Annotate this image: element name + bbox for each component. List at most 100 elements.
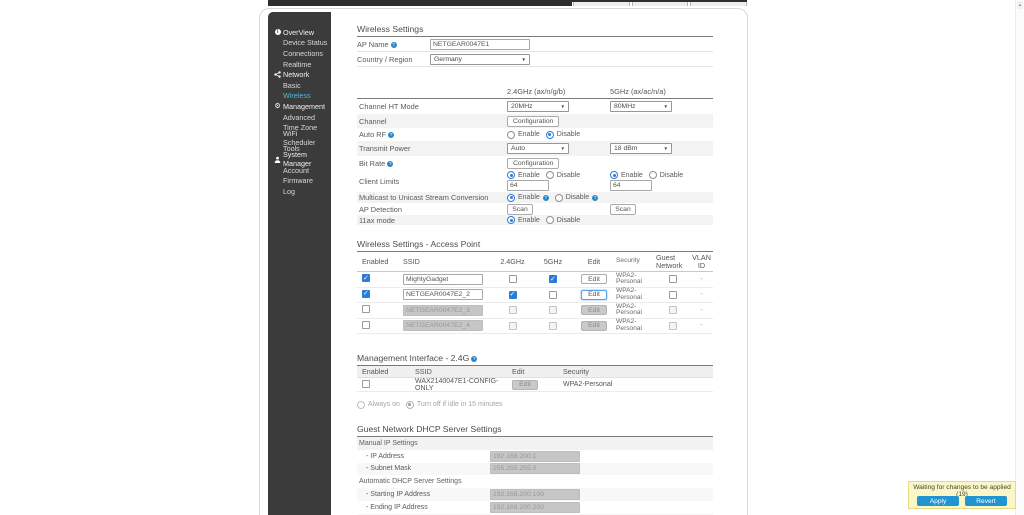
ssid-enabled-checkbox[interactable] (362, 289, 370, 298)
multicast-enable-radio[interactable] (507, 193, 515, 202)
sidebar-item-label: Firmware (283, 176, 313, 186)
col-header-edit: Edit (587, 257, 601, 266)
idle-off-radio[interactable] (405, 400, 414, 409)
gear-icon: ⚙ (274, 102, 281, 110)
top-toolbar-button-fragment (690, 2, 747, 6)
guest-network-checkbox[interactable] (669, 275, 677, 284)
sidebar-item-overview[interactable]: i OverView (268, 27, 331, 38)
guest-network-checkbox[interactable] (669, 290, 677, 299)
multicast-disable-radio[interactable] (554, 193, 563, 202)
ap-table-row: Edit WPA2-Personal - (357, 318, 713, 334)
help-icon[interactable]: ? (592, 194, 599, 201)
sidebar-item-realtime[interactable]: Realtime (268, 59, 331, 70)
ap-name-row: AP Name? (357, 37, 713, 52)
ap-name-label: AP Name (357, 39, 389, 49)
sidebar-item-account[interactable]: Account (268, 165, 331, 176)
client-limits-5-enable-radio[interactable] (610, 171, 618, 179)
sidebar-item-network[interactable]: Network (268, 69, 331, 80)
edit-button[interactable]: Edit (581, 289, 607, 300)
ssid-input[interactable] (403, 289, 483, 301)
11ax-mode-label: 11ax mode (359, 215, 396, 225)
mgmt-enabled-checkbox[interactable] (362, 379, 370, 388)
country-region-row: Country / Region Germany (357, 52, 713, 67)
channel-ht-24-select[interactable]: 20MHz (507, 101, 569, 112)
help-icon[interactable]: ? (390, 41, 397, 48)
ssid-enabled-checkbox[interactable] (362, 274, 370, 283)
bit-rate-configuration-button[interactable]: Configuration (507, 157, 560, 169)
scrollbar[interactable] (1015, 0, 1024, 515)
sidebar-item-advanced[interactable]: Advanced (268, 112, 331, 123)
sidebar-item-wireless-active[interactable]: Wireless (268, 91, 331, 102)
multicast-label: Multicast to Unicast Stream Conversion (359, 193, 489, 202)
col-header-ssid: SSID (403, 257, 420, 266)
idle-off-label: Turn off if idle in 15 minutes (416, 401, 503, 408)
11ax-enable-radio[interactable] (507, 216, 515, 224)
sidebar-item-tools[interactable]: Tools (268, 144, 331, 155)
sidebar-group-label: System Manager (283, 150, 312, 169)
ap-table-row: Edit WPA2-Personal - (357, 272, 713, 288)
auto-rf-disable-radio[interactable] (545, 130, 554, 139)
subnet-mask-input (490, 463, 580, 475)
help-icon[interactable]: ? (388, 132, 395, 138)
sidebar-item-log[interactable]: Log (268, 186, 331, 197)
sidebar-item-time-zone[interactable]: Time Zone (268, 122, 331, 133)
auto-rf-label: Auto RF (359, 130, 387, 139)
client-limits-24-input[interactable] (507, 180, 549, 191)
band-24-checkbox[interactable] (508, 290, 517, 299)
ssid-input[interactable] (403, 273, 483, 285)
help-icon[interactable]: ? (387, 160, 394, 167)
11ax-disable-radio[interactable] (545, 216, 554, 224)
sidebar-item-management[interactable]: ⚙ Management (268, 101, 331, 112)
client-limits-24-disable-radio[interactable] (545, 171, 554, 179)
sidebar-item-firmware[interactable]: Firmware (268, 175, 331, 186)
channel-configuration-button[interactable]: Configuration (507, 115, 560, 127)
sidebar-item-label: Advanced (283, 112, 315, 122)
top-toolbar-button-fragment (632, 2, 688, 6)
col-header-enabled: Enabled (362, 367, 389, 376)
transmit-power-24-select[interactable]: Auto (507, 143, 569, 154)
client-limits-24-enable-radio[interactable] (507, 171, 515, 179)
sidebar-group-label: OverView (283, 27, 315, 37)
channel-ht-5-select[interactable]: 80MHz (610, 101, 672, 112)
help-icon[interactable]: ? (471, 356, 478, 362)
sidebar-item-basic[interactable]: Basic (268, 80, 331, 91)
mgmt-table-header: Enabled SSID Edit Security (357, 366, 713, 378)
band-5-checkbox[interactable] (549, 290, 557, 299)
info-icon: i (273, 29, 282, 36)
vlan-id-value: - (700, 306, 703, 314)
section-title-management-interface: Management Interface - 2.4G? (357, 353, 478, 363)
help-icon[interactable]: ? (542, 194, 549, 201)
ssid-enabled-checkbox[interactable] (362, 305, 370, 314)
revert-button[interactable]: Revert (965, 496, 1007, 506)
apply-button[interactable]: Apply (917, 496, 959, 506)
sidebar-item-label: Account (283, 165, 309, 175)
ending-ip-row: - Ending IP Address (357, 501, 713, 514)
client-limits-5-disable-radio[interactable] (648, 171, 657, 179)
ap-detection-scan-5-button[interactable]: Scan (610, 203, 636, 215)
starting-ip-input (490, 489, 580, 501)
transmit-power-5-select[interactable]: 18 dBm (610, 143, 672, 154)
country-region-select[interactable]: Germany (430, 53, 530, 65)
client-limits-5-input[interactable] (610, 180, 652, 191)
ap-detection-scan-24-button[interactable]: Scan (507, 203, 533, 215)
col-header-enabled: Enabled (362, 257, 389, 266)
sidebar-item-system-manager[interactable]: System Manager (268, 150, 331, 168)
ssid-enabled-checkbox[interactable] (362, 320, 370, 329)
top-toolbar-strip-dark (268, 0, 572, 6)
security-value: WPA2-Personal (616, 287, 643, 301)
edit-button[interactable]: Edit (581, 274, 607, 285)
always-on-radio[interactable] (357, 400, 365, 409)
band-5-checkbox[interactable] (549, 275, 557, 284)
sidebar-item-device-status[interactable]: Device Status (268, 38, 331, 49)
sidebar-item-connections[interactable]: Connections (268, 48, 331, 59)
transmit-power-label: Transmit Power (359, 144, 411, 153)
col-header-ssid: SSID (415, 367, 432, 376)
scroll-up-icon[interactable] (1017, 1, 1023, 9)
ap-name-input[interactable] (430, 38, 530, 50)
band-24-checkbox[interactable] (508, 275, 517, 284)
auto-rf-enable-radio[interactable] (507, 130, 515, 139)
starting-ip-row: - Starting IP Address (357, 488, 713, 501)
sidebar-item-wifi-scheduler[interactable]: WiFi Scheduler (268, 129, 331, 147)
col-header-guest-network: Guest Network (656, 253, 683, 270)
ap-table-header: Enabled SSID 2.4GHz 5GHz Edit Security G… (357, 252, 713, 272)
